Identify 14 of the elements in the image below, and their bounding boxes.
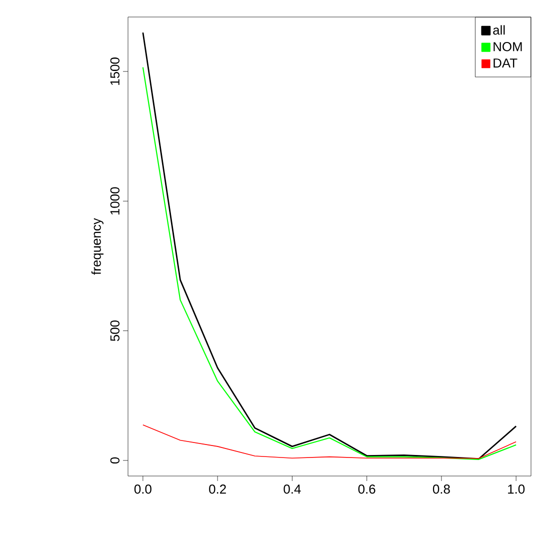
legend-label: all <box>493 25 505 35</box>
x-tick-label: 0.2 <box>209 484 226 494</box>
x-tick-label: 1.0 <box>508 484 525 494</box>
y-tick-label: 1000 <box>110 187 120 215</box>
y-tick-label: 1500 <box>110 58 120 85</box>
y-tick-label: 500 <box>110 320 120 342</box>
legend-label: NOM <box>494 42 522 52</box>
x-tick-label: 0.0 <box>134 484 152 494</box>
x-tick-label: 0.8 <box>432 484 450 494</box>
y-axis-title: frequency <box>91 218 104 275</box>
x-tick-label: 0.6 <box>358 484 376 494</box>
y-tick-label: 0 <box>110 457 120 464</box>
x-tick-label: 0.4 <box>284 484 301 494</box>
legend-label: DAT <box>494 58 518 68</box>
